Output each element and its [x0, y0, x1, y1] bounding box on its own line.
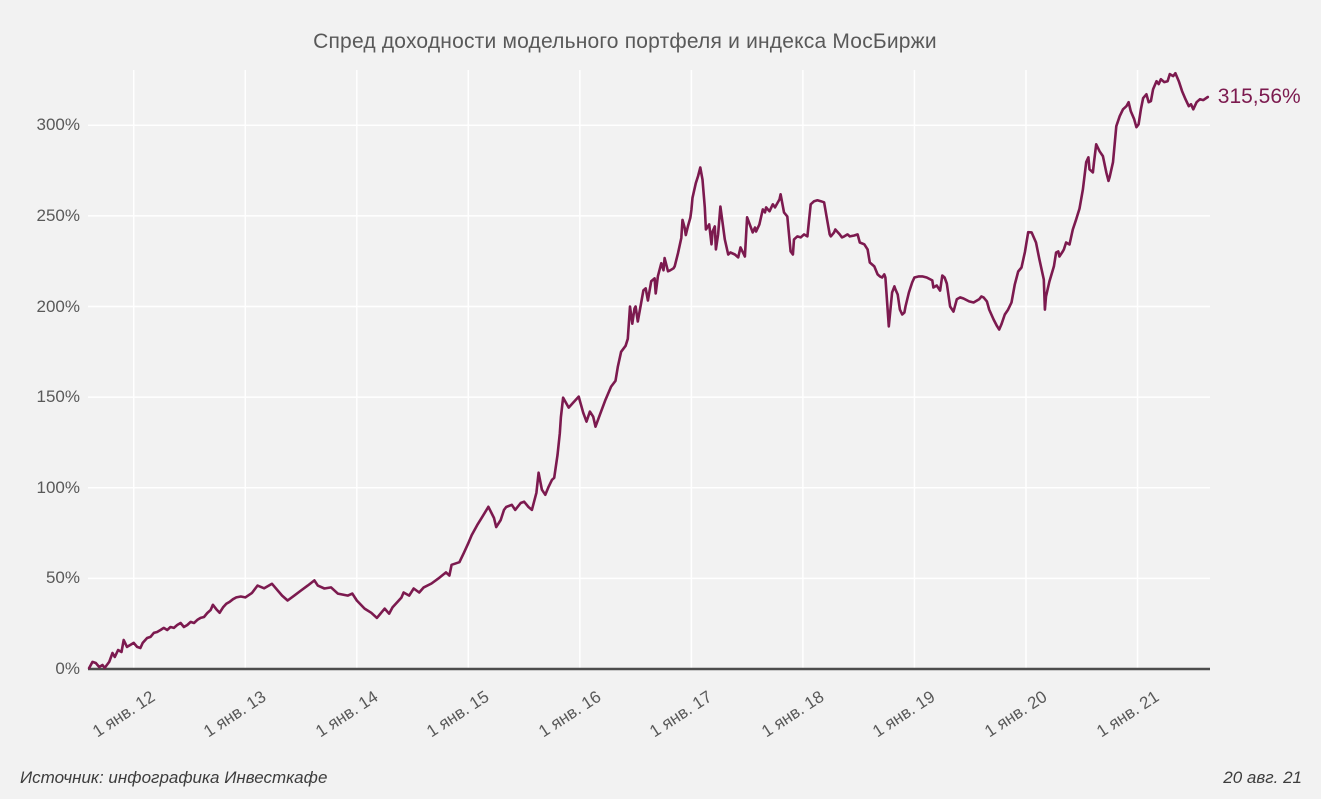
date-caption: 20 авг. 21	[1223, 768, 1302, 787]
end-value-label: 315,56%	[1217, 85, 1301, 109]
y-axis-tick-label: 300%	[36, 115, 80, 135]
chart-title: Спред доходности модельного портфеля и и…	[313, 30, 937, 53]
spread-trend-line	[87, 71, 1210, 670]
y-axis-tick-label: 200%	[36, 296, 80, 316]
y-axis-tick-label: 0%	[55, 659, 80, 678]
y-axis-tick-label: 250%	[36, 205, 80, 225]
y-axis-tick-label: 100%	[36, 477, 80, 497]
y-axis-tick-label: 150%	[36, 387, 80, 407]
source-caption: Источник: инфографика Инвесткафе	[20, 768, 328, 787]
y-axis-tick-label: 50%	[45, 568, 80, 588]
